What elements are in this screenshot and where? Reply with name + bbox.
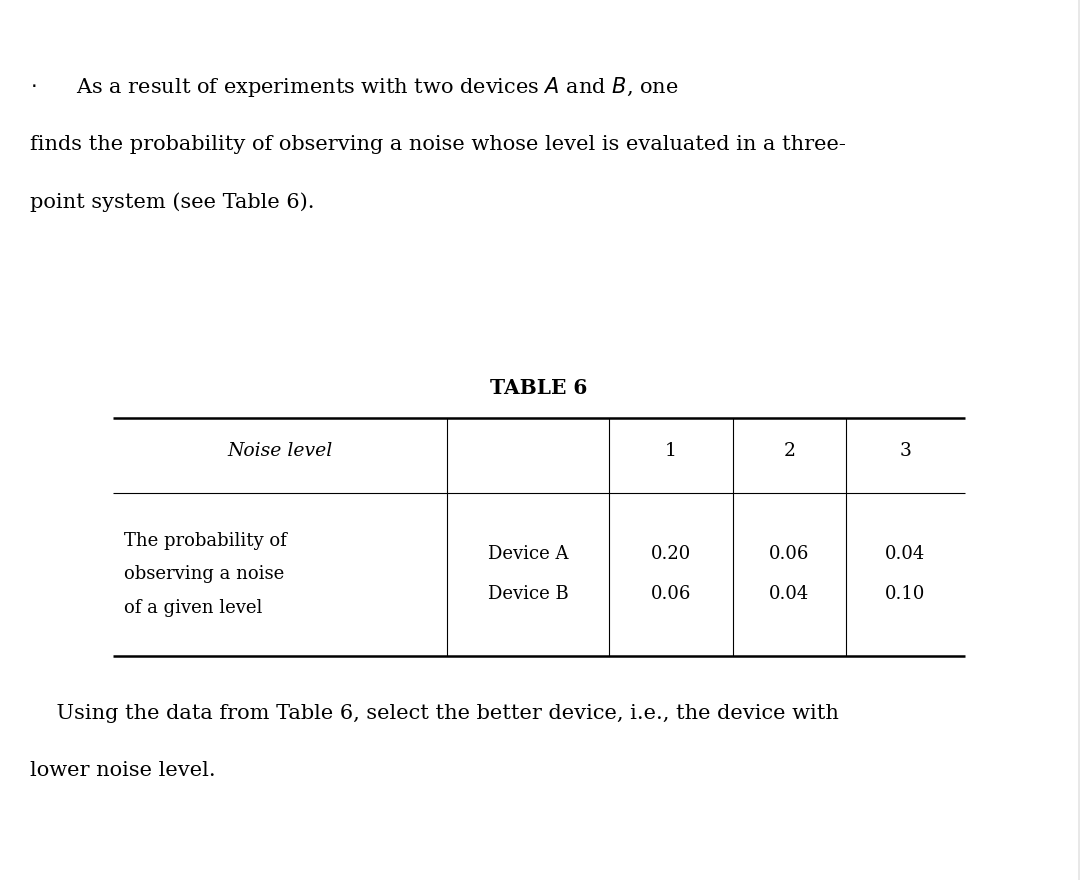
Text: The probability of: The probability of — [124, 532, 286, 550]
Text: lower noise level.: lower noise level. — [30, 761, 216, 781]
Text: 1: 1 — [665, 442, 677, 460]
Text: 0.04: 0.04 — [886, 545, 926, 563]
Text: TABLE 6: TABLE 6 — [490, 378, 588, 398]
Text: 0.04: 0.04 — [769, 585, 810, 604]
Text: 0.06: 0.06 — [769, 545, 810, 563]
Text: 0.06: 0.06 — [650, 585, 691, 604]
Text: 3: 3 — [900, 442, 912, 460]
Text: observing a noise: observing a noise — [124, 565, 284, 583]
Text: Noise level: Noise level — [228, 442, 333, 460]
Text: of a given level: of a given level — [124, 598, 262, 617]
Text: Using the data from Table 6, select the better device, i.e., the device with: Using the data from Table 6, select the … — [30, 704, 839, 723]
Text: Device B: Device B — [488, 585, 568, 604]
Text: $\cdot$      As a result of experiments with two devices $\mathit{A}$ and $\math: $\cdot$ As a result of experiments with … — [30, 75, 679, 99]
Text: 2: 2 — [783, 442, 795, 460]
Text: 0.20: 0.20 — [651, 545, 691, 563]
Text: Device A: Device A — [488, 545, 568, 563]
Text: 0.10: 0.10 — [886, 585, 926, 604]
Text: point system (see Table 6).: point system (see Table 6). — [30, 192, 314, 211]
Text: finds the probability of observing a noise whose level is evaluated in a three-: finds the probability of observing a noi… — [30, 135, 846, 154]
